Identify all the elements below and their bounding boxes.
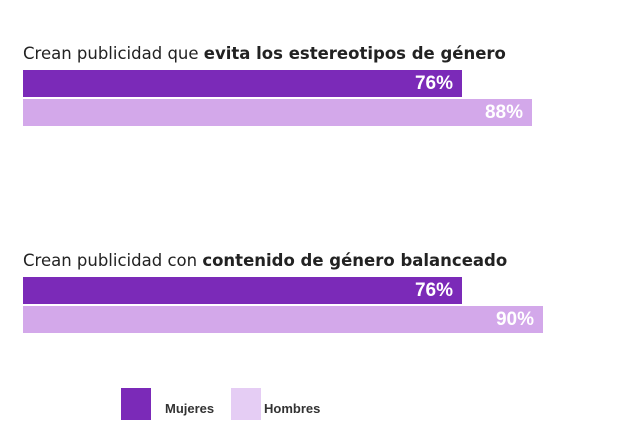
bar-hombres: 88%	[23, 99, 532, 126]
data-label: 90%	[495, 308, 534, 330]
data-label: 88%	[484, 101, 523, 123]
group-title-emphasis: evita los estereotipos de género	[203, 44, 506, 63]
legend-label-mujeres: Mujeres	[165, 401, 215, 416]
group-title: Crean publicidad que evita los estereoti…	[23, 44, 506, 64]
legend-swatch-mujeres	[121, 388, 151, 420]
bar-mujeres: 76%	[23, 277, 462, 304]
group-title-emphasis: contenido de género balanceado	[202, 251, 508, 270]
group-title-prefix: Crean publicidad que	[23, 44, 204, 63]
legend-label-hombres: Hombres	[264, 401, 321, 416]
legend-swatch-hombres	[231, 388, 261, 420]
group-title: Crean publicidad con contenido de género…	[23, 251, 507, 271]
bar-mujeres: 76%	[23, 70, 462, 97]
data-label: 76%	[414, 72, 453, 94]
group-title-prefix: Crean publicidad con	[23, 251, 203, 270]
data-label: 76%	[414, 279, 453, 301]
bar-hombres: 90%	[23, 306, 543, 333]
